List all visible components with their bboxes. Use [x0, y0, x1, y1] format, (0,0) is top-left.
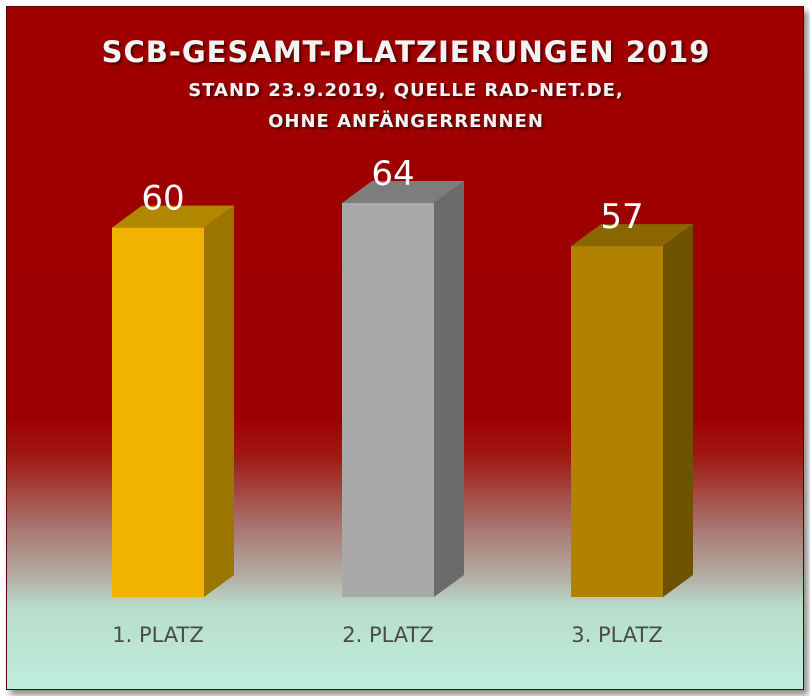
bar-3	[571, 224, 693, 597]
bar-1-top	[112, 205, 234, 228]
bar-2-top	[342, 181, 464, 203]
bars-layer	[112, 181, 693, 597]
labels-layer: 60 1. PLATZ 64 2. PLATZ 57 3. PLATZ	[112, 154, 663, 647]
category-label-1: 1. PLATZ	[112, 623, 204, 647]
bar-1-front	[112, 227, 204, 597]
chart-subtitle-line-1: STAND 23.9.2019, QUELLE RAD-NET.DE,	[188, 80, 624, 101]
bar-1-side	[204, 205, 234, 597]
bar-chart: SCB-GESAMT-PLATZIERUNGEN 2019 STAND 23.9…	[102, 35, 711, 647]
value-label-2: 64	[371, 154, 414, 194]
bar-3-top	[571, 224, 693, 247]
category-label-3: 3. PLATZ	[571, 623, 663, 647]
bar-1	[112, 205, 234, 597]
bar-2-front	[342, 203, 434, 597]
bar-3-front	[571, 246, 663, 597]
value-label-1: 60	[141, 179, 184, 219]
bar-2-side	[434, 181, 464, 597]
value-label-3: 57	[600, 197, 643, 237]
chart-subtitle-line-2: OHNE ANFÄNGERRENNEN	[268, 110, 544, 132]
chart-frame: SCB-GESAMT-PLATZIERUNGEN 2019 STAND 23.9…	[6, 6, 804, 690]
category-label-2: 2. PLATZ	[342, 623, 434, 647]
bar-3-side	[663, 224, 693, 597]
chart-title: SCB-GESAMT-PLATZIERUNGEN 2019	[102, 35, 711, 69]
bar-2	[342, 181, 464, 597]
